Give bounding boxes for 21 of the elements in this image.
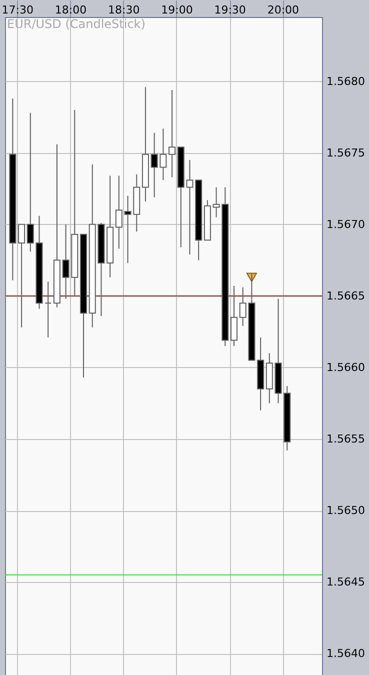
y-tick-label: 1.5655: [326, 432, 365, 446]
y-tick-label: 1.5645: [326, 576, 365, 589]
x-tick-label: 18:30: [108, 4, 140, 16]
y-tick-label: 1.5680: [326, 74, 365, 88]
y-tick-label: 1.5650: [326, 504, 365, 517]
chart-title: EUR/USD (CandleStick): [7, 17, 146, 31]
x-tick-label: 17:30: [2, 4, 34, 16]
candlestick: [115, 175, 122, 250]
x-tick-label: 19:30: [214, 4, 246, 16]
candlestick: [168, 89, 176, 178]
x-tick-label: 20:00: [267, 4, 300, 16]
y-tick-label: 1.5665: [326, 289, 365, 302]
x-tick-label: 18:00: [54, 4, 87, 16]
y-tick-label: 1.5675: [326, 146, 365, 160]
y-tick-label: 1.5660: [326, 360, 365, 374]
y-tick-label: 1.5640: [326, 647, 365, 660]
x-tick-label: 19:00: [161, 4, 193, 16]
y-tick-label: 1.5670: [326, 218, 365, 231]
candlestick: [44, 281, 52, 338]
candlestick: [230, 285, 238, 346]
candlestick: [18, 224, 26, 328]
